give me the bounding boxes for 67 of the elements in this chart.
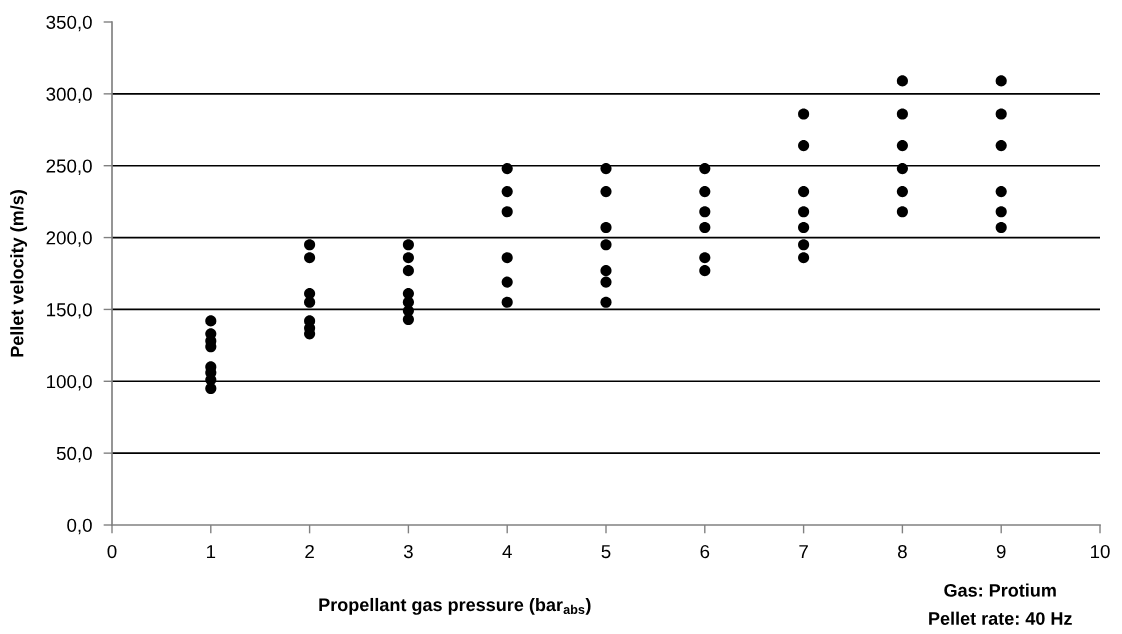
y-tick-label: 100,0 — [47, 374, 92, 391]
point — [896, 206, 908, 218]
x-tick-label: 1 — [207, 545, 216, 559]
point — [896, 186, 908, 198]
point — [501, 163, 513, 175]
y-tick-label: 50,0 — [56, 446, 92, 463]
y-axis-title: Pellet velocity (m/s) — [10, 190, 28, 357]
point — [995, 186, 1007, 198]
point — [600, 296, 612, 308]
x-tick-label: 3 — [403, 544, 413, 559]
point — [699, 221, 711, 234]
x-tick-label: 5 — [601, 545, 611, 559]
point — [600, 239, 612, 251]
point — [798, 239, 810, 251]
point — [205, 315, 217, 327]
x-tick-label: 8 — [898, 544, 907, 559]
point — [699, 252, 711, 264]
point — [402, 265, 414, 277]
point — [896, 108, 908, 120]
text: Gas: Protium — [944, 583, 1056, 597]
x-tick-label: 4 — [502, 545, 512, 559]
point — [798, 108, 810, 120]
point — [995, 108, 1007, 120]
y-tick-label: 300,0 — [46, 87, 92, 104]
point — [995, 75, 1007, 87]
point — [798, 140, 810, 152]
point — [600, 163, 612, 175]
y-tick-label: 150,0 — [47, 303, 92, 319]
point — [600, 276, 612, 288]
point — [501, 186, 513, 198]
point — [699, 206, 711, 218]
point — [600, 186, 612, 198]
x-tick-label: 6 — [700, 544, 710, 559]
point — [798, 221, 810, 234]
point — [798, 186, 810, 198]
point — [995, 140, 1007, 152]
point — [501, 252, 513, 264]
y-tick-label: 200,0 — [46, 231, 92, 247]
point — [304, 239, 316, 251]
point — [699, 265, 711, 277]
point — [896, 75, 908, 87]
point — [995, 206, 1007, 218]
y-tick-label: 350,0 — [46, 15, 92, 32]
point — [402, 239, 414, 251]
x-tick-label: 0 — [107, 544, 117, 559]
y-tick-label: 250,0 — [46, 159, 92, 175]
point — [798, 252, 810, 264]
point — [699, 186, 711, 198]
x-tick-label: 10 — [1091, 544, 1110, 559]
x-axis-title: Propellant gas pressure (bar$_{abs}$) — [319, 597, 591, 615]
point — [600, 265, 612, 277]
point — [600, 221, 612, 234]
x-tick-label: 7 — [799, 545, 808, 559]
point — [304, 252, 316, 264]
point — [699, 163, 711, 175]
point — [896, 163, 908, 175]
point — [501, 276, 513, 288]
text: Pellet rate: 40 Hz — [929, 611, 1072, 625]
y-tick-label: 0,0 — [67, 518, 92, 535]
point — [896, 140, 908, 152]
point — [995, 221, 1007, 234]
point — [501, 296, 513, 308]
point — [402, 252, 414, 264]
point — [798, 206, 810, 218]
point — [501, 206, 513, 218]
x-tick-label: 9 — [996, 544, 1006, 559]
x-tick-label: 2 — [305, 544, 314, 559]
